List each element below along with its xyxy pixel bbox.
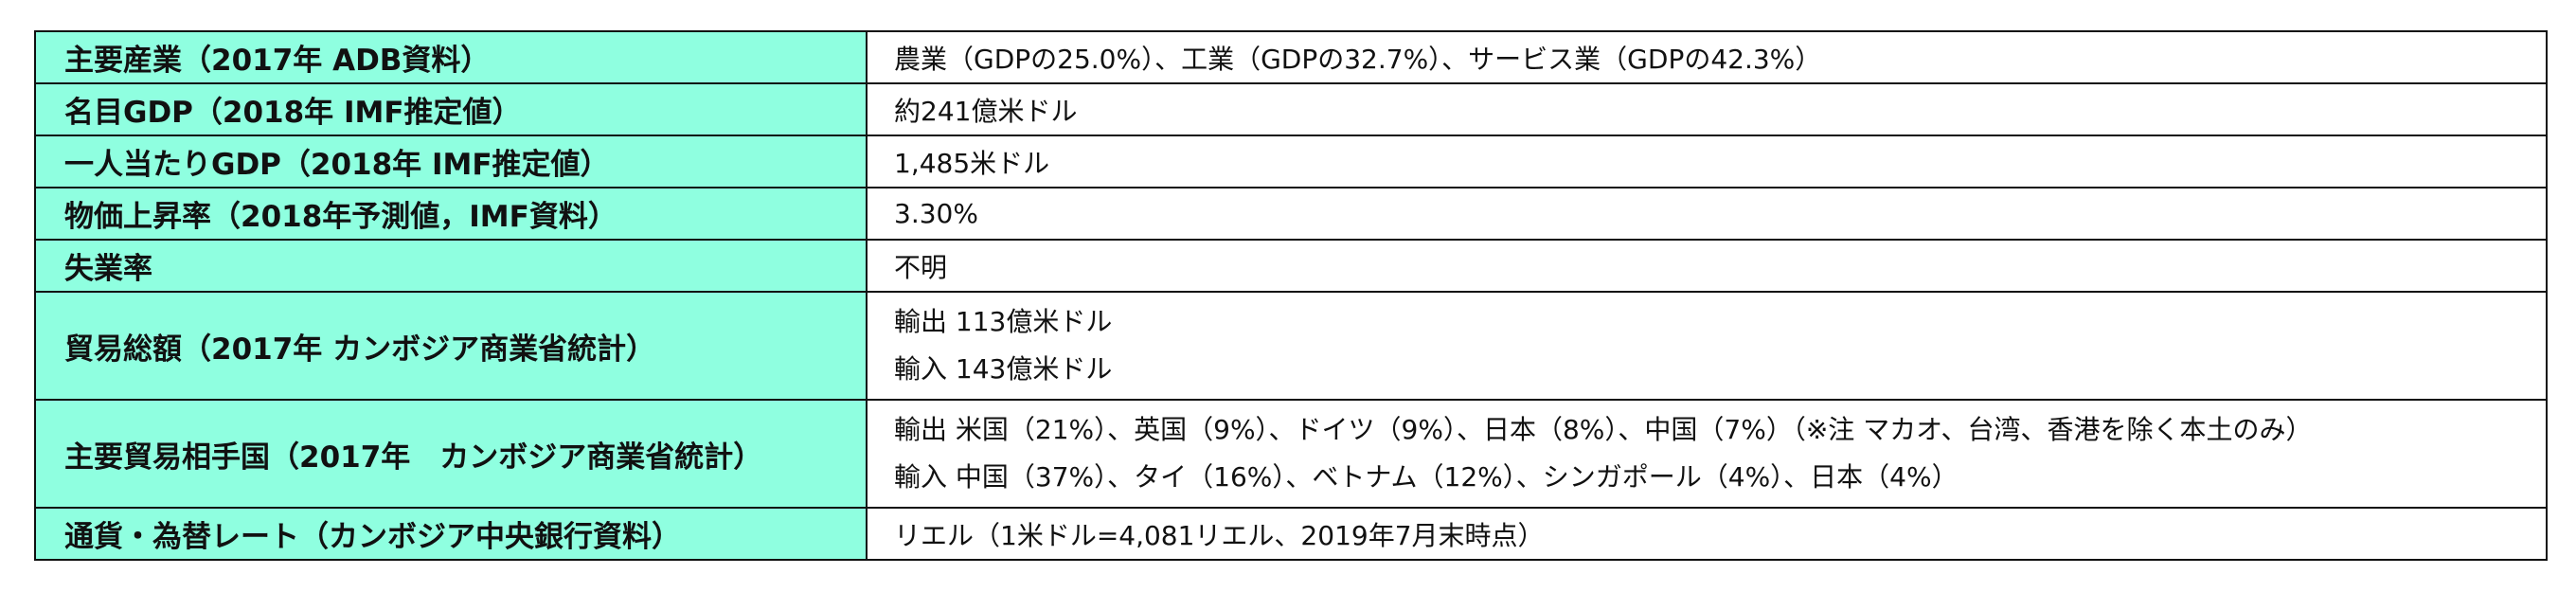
row-value: 輸出 113億米ドル 輸入 143億米ドル <box>866 291 2548 401</box>
economy-table-container: 主要産業（2017年 ADB資料） 農業（GDPの25.0%）、工業（GDPの3… <box>34 30 2548 561</box>
row-value: 輸出 米国（21%）、英国（9%）、ドイツ（9%）、日本（8%）、中国（7%）（… <box>866 399 2548 509</box>
row-value-line-import: 輸入 143億米ドル <box>894 353 1113 385</box>
row-value: 不明 <box>866 239 2548 293</box>
table-row-unemployment: 失業率 不明 <box>34 239 2548 293</box>
row-value: 約241億米ドル <box>866 82 2548 136</box>
table-row-nominal-gdp: 名目GDP（2018年 IMF推定値） 約241億米ドル <box>34 82 2548 136</box>
row-label: 通貨・為替レート（カンボジア中央銀行資料） <box>34 507 868 561</box>
row-value: 1,485米ドル <box>866 135 2548 188</box>
table-row-total-trade: 貿易総額（2017年 カンボジア商業省統計） 輸出 113億米ドル 輸入 143… <box>34 291 2548 401</box>
row-label: 一人当たりGDP（2018年 IMF推定値） <box>34 135 868 188</box>
table-row-main-industries: 主要産業（2017年 ADB資料） 農業（GDPの25.0%）、工業（GDPの3… <box>34 30 2548 84</box>
row-value-line-import: 輸入 中国（37%）、タイ（16%）、ベトナム（12%）、シンガポール（4%）、… <box>894 461 1959 493</box>
row-label: 名目GDP（2018年 IMF推定値） <box>34 82 868 136</box>
row-value: 農業（GDPの25.0%）、工業（GDPの32.7%）、サービス業（GDPの42… <box>866 30 2548 84</box>
row-label: 貿易総額（2017年 カンボジア商業省統計） <box>34 291 868 401</box>
table-row-inflation: 物価上昇率（2018年予測値，IMF資料） 3.30% <box>34 187 2548 241</box>
table-row-gdp-per-capita: 一人当たりGDP（2018年 IMF推定値） 1,485米ドル <box>34 135 2548 188</box>
row-label: 主要貿易相手国（2017年 カンボジア商業省統計） <box>34 399 868 509</box>
row-label: 物価上昇率（2018年予測値，IMF資料） <box>34 187 868 241</box>
economy-table: 主要産業（2017年 ADB資料） 農業（GDPの25.0%）、工業（GDPの3… <box>34 30 2548 561</box>
row-value: リエル（1米ドル=4,081リエル、2019年7月末時点） <box>866 507 2548 561</box>
table-row-trade-partners: 主要貿易相手国（2017年 カンボジア商業省統計） 輸出 米国（21%）、英国（… <box>34 399 2548 509</box>
table-row-currency: 通貨・為替レート（カンボジア中央銀行資料） リエル（1米ドル=4,081リエル、… <box>34 507 2548 561</box>
row-value: 3.30% <box>866 187 2548 241</box>
row-label: 失業率 <box>34 239 868 293</box>
row-label: 主要産業（2017年 ADB資料） <box>34 30 868 84</box>
row-value-line-export: 輸出 113億米ドル <box>894 306 1113 337</box>
row-value-line-export: 輸出 米国（21%）、英国（9%）、ドイツ（9%）、日本（8%）、中国（7%）（… <box>894 414 2313 445</box>
